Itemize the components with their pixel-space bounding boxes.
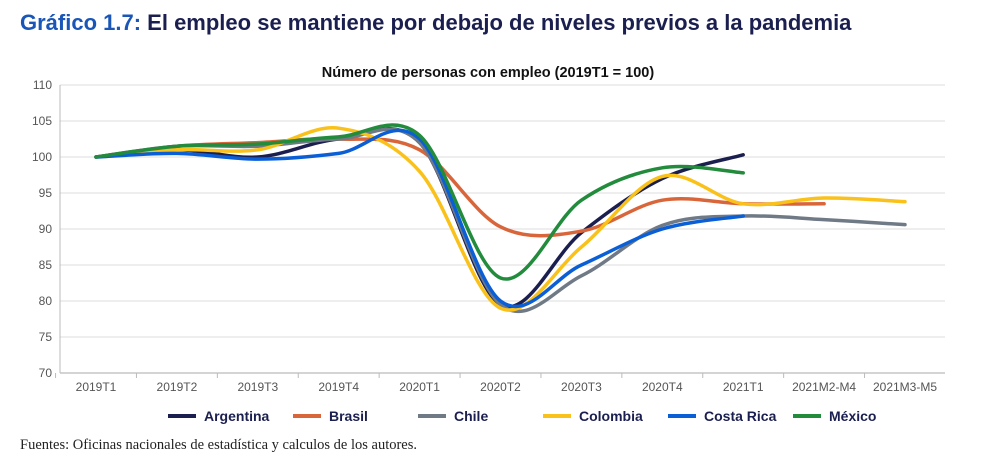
y-tick-label: 110 bbox=[33, 78, 52, 92]
y-tick-label: 85 bbox=[39, 258, 53, 272]
y-tick-label: 95 bbox=[39, 186, 53, 200]
y-tick-label: 70 bbox=[39, 366, 53, 380]
page-title: Gráfico 1.7: El empleo se mantiene por d… bbox=[20, 10, 851, 36]
series-line-chile bbox=[94, 127, 907, 314]
legend-label: Argentina bbox=[204, 408, 270, 424]
x-tick-label: 2020T2 bbox=[480, 380, 521, 394]
y-tick-label: 100 bbox=[32, 150, 52, 164]
series-line-colombia bbox=[94, 126, 907, 312]
series-line-costa-rica bbox=[94, 128, 745, 309]
figure-title: El empleo se mantiene por debajo de nive… bbox=[147, 10, 852, 35]
y-tick-label: 90 bbox=[39, 222, 53, 236]
x-tick-label: 2021M3-M5 bbox=[873, 380, 937, 394]
chart-title: Número de personas con empleo (2019T1 = … bbox=[322, 65, 655, 81]
series-line-méxico bbox=[94, 123, 745, 281]
legend-label: México bbox=[829, 408, 876, 424]
y-tick-label: 80 bbox=[39, 294, 53, 308]
legend-label: Brasil bbox=[329, 408, 368, 424]
y-tick-label: 75 bbox=[39, 330, 53, 344]
source-note: Fuentes: Oficinas nacionales de estadíst… bbox=[20, 437, 418, 453]
legend-label: Costa Rica bbox=[704, 408, 777, 424]
x-tick-label: 2019T3 bbox=[237, 380, 278, 394]
x-tick-label: 2020T3 bbox=[561, 380, 602, 394]
legend-label: Chile bbox=[454, 408, 488, 424]
x-tick-label: 2019T4 bbox=[318, 380, 359, 394]
x-tick-label: 2019T2 bbox=[157, 380, 198, 394]
legend-label: Colombia bbox=[579, 408, 643, 424]
x-tick-label: 2020T1 bbox=[399, 380, 440, 394]
y-tick-label: 105 bbox=[32, 114, 52, 128]
figure-number: Gráfico 1.7: bbox=[20, 10, 142, 35]
x-tick-label: 2021T1 bbox=[723, 380, 764, 394]
x-tick-label: 2020T4 bbox=[642, 380, 683, 394]
x-tick-label: 2019T1 bbox=[76, 380, 117, 394]
x-tick-label: 2021M2-M4 bbox=[792, 380, 856, 394]
